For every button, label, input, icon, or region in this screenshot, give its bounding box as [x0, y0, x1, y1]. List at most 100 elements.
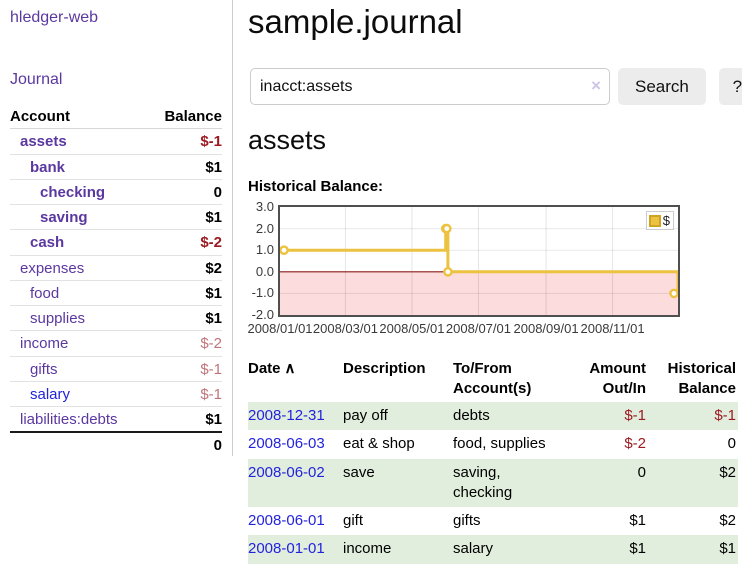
register-balance: $2: [719, 512, 736, 529]
sidebar: hledger-web Journal Account Balance asse…: [0, 0, 233, 456]
register-amount: $1: [629, 512, 646, 529]
account-balance: $-2: [200, 335, 222, 353]
register-description: save: [343, 463, 375, 481]
account-row: food $1: [10, 280, 222, 306]
register-date-link[interactable]: 2008-01-01: [248, 540, 325, 558]
register-amount: $1: [629, 540, 646, 558]
y-tick-label: 3.0: [255, 199, 274, 214]
accounts-header-row: Account Balance: [10, 104, 222, 130]
register-amount: $-2: [624, 435, 646, 453]
y-tick-label: 0.0: [255, 263, 274, 279]
account-balance: $2: [205, 259, 222, 277]
register-table: Date ∧ Description To/From Account(s) Amo…: [248, 356, 738, 564]
register-date-link[interactable]: 2008-06-01: [248, 512, 325, 529]
account-link[interactable]: expenses: [20, 259, 85, 277]
register-header-description: Description: [343, 360, 426, 377]
x-tick-label: 2008/03/01: [312, 321, 378, 336]
account-link[interactable]: bank: [30, 158, 66, 176]
register-header-amount: Amount Out/In: [589, 360, 646, 397]
account-row: liabilities:debts $1: [10, 407, 222, 433]
account-link[interactable]: salary: [30, 385, 71, 403]
register-accounts: debts: [453, 407, 490, 424]
accounts-header-balance: Balance: [148, 104, 222, 130]
x-tick-label: 2008/11/01: [580, 321, 645, 336]
account-row: bank $1: [10, 154, 222, 180]
register-date-link[interactable]: 2008-06-03: [248, 435, 325, 453]
account-balance: $-1: [200, 133, 222, 151]
help-button[interactable]: ?: [718, 68, 742, 105]
accounts-header-account: Account: [10, 104, 149, 130]
account-balance: $-1: [200, 360, 222, 378]
register-amount: $-1: [624, 407, 646, 424]
register-amount: 0: [637, 463, 646, 481]
x-tick-label: 2008/01/01: [247, 321, 313, 336]
account-row: cash $-2: [10, 230, 222, 255]
account-link[interactable]: saving: [40, 209, 88, 226]
register-accounts: gifts: [453, 512, 481, 529]
register-balance: $1: [719, 540, 736, 558]
register-date-link[interactable]: 2008-12-31: [248, 407, 325, 424]
app-brand-link[interactable]: hledger-web: [10, 9, 99, 26]
account-row: checking 0: [10, 179, 222, 205]
account-row: gifts $-1: [10, 356, 222, 382]
account-link[interactable]: cash: [30, 234, 65, 252]
account-link[interactable]: food: [30, 284, 60, 302]
journal-link[interactable]: Journal: [10, 71, 63, 88]
account-row: income $-2: [10, 331, 222, 356]
register-balance: 0: [727, 435, 736, 453]
search-row: × Search ?: [250, 68, 742, 105]
register-description: income: [343, 540, 392, 558]
register-row[interactable]: 2008-12-31 pay off debts $-1 $-1: [248, 402, 738, 431]
register-description: pay off: [343, 407, 388, 424]
data-point-marker: [280, 245, 289, 255]
account-link[interactable]: income: [20, 335, 69, 353]
account-balance: 0: [213, 183, 222, 201]
accounts-table: Account Balance assets $-1 bank $1 checking 0…: [10, 104, 222, 458]
account-link[interactable]: liabilities:debts: [20, 411, 118, 428]
account-balance: $-1: [200, 385, 222, 403]
x-tick-label: 2008/05/01: [379, 321, 445, 336]
register-balance: $-1: [714, 407, 736, 424]
register-header-date-label: Date: [248, 360, 281, 377]
account-link[interactable]: supplies: [30, 310, 86, 327]
chart-legend: $: [645, 211, 674, 230]
data-point-marker: [443, 267, 453, 277]
x-tick-label: 2008/07/01: [445, 321, 511, 336]
data-point-marker: [669, 288, 678, 299]
search-button[interactable]: Search: [618, 68, 706, 105]
register-row[interactable]: 2008-06-01 gift gifts $1 $2: [248, 507, 738, 535]
account-balance: $1: [205, 158, 222, 176]
register-date-link[interactable]: 2008-06-02: [248, 463, 325, 481]
register-body: 2008-12-31 pay off debts $-1 $-1 2008-06-03 ea…: [248, 402, 738, 564]
account-row: assets $-1: [10, 129, 222, 154]
account-balance: $1: [205, 310, 222, 327]
accounts-body: assets $-1 bank $1 checking 0 saving $1 cash $-2 e…: [10, 129, 222, 458]
chart-title: Historical Balance:: [248, 178, 384, 195]
account-link[interactable]: checking: [40, 183, 106, 201]
account-row: salary $-1: [10, 381, 222, 407]
account-balance: $1: [205, 209, 222, 226]
account-link[interactable]: gifts: [30, 360, 58, 378]
register-accounts: food, supplies: [453, 435, 546, 453]
series-label: $: [662, 213, 670, 228]
register-row[interactable]: 2008-06-03 eat & shop food, supplies $-2 0: [248, 430, 738, 458]
y-tick-label: -2.0: [251, 307, 274, 322]
search-input[interactable]: [250, 68, 610, 105]
account-balance: $-2: [200, 234, 222, 252]
account-balance: $1: [205, 284, 222, 302]
register-accounts: saving, checking: [453, 463, 513, 501]
chart-x-axis: 2008/01/01 2008/03/01 2008/05/01 2008/07/01…: [247, 321, 680, 339]
register-header-date[interactable]: Date ∧: [248, 356, 343, 402]
search-box: ×: [250, 68, 610, 105]
account-link[interactable]: assets: [20, 133, 67, 151]
clear-search-icon[interactable]: ×: [591, 76, 601, 95]
balance-chart: $: [278, 205, 680, 317]
register-header-balance: Historical Balance: [667, 360, 736, 397]
page-title: sample.journal: [248, 3, 463, 40]
account-row: supplies $1: [10, 306, 222, 331]
register-row[interactable]: 2008-01-01 income salary $1 $1: [248, 535, 738, 564]
register-row[interactable]: 2008-06-02 save saving, checking 0 $2: [248, 458, 738, 507]
register-header-row: Date ∧ Description To/From Account(s) Amo…: [248, 356, 738, 402]
y-tick-label: 1.0: [255, 242, 274, 258]
register-header-accounts: To/From Account(s): [453, 360, 532, 397]
